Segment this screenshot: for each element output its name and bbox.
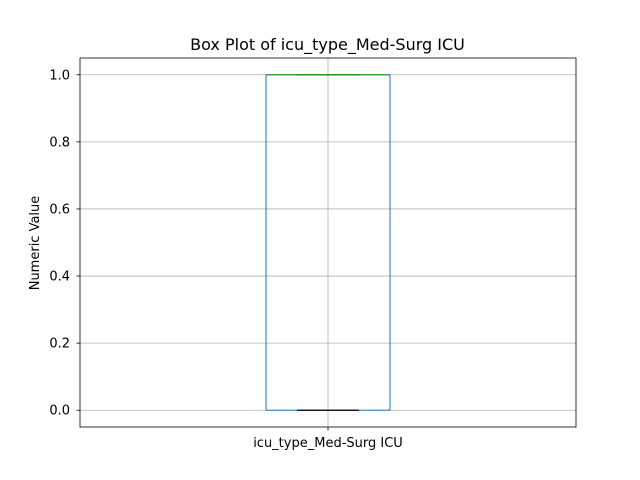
y-tick-label: 0.8 <box>49 135 70 150</box>
y-tick-label: 0.6 <box>49 202 70 217</box>
x-tick-label: icu_type_Med-Surg ICU <box>253 436 403 451</box>
y-tick-label: 1.0 <box>49 68 70 83</box>
chart-title: Box Plot of icu_type_Med-Surg ICU <box>190 35 465 55</box>
y-tick-label: 0.0 <box>49 404 70 419</box>
y-axis-label: Numeric Value <box>28 196 43 291</box>
y-tick-label: 0.4 <box>49 270 70 285</box>
plot-area: 0.0 0.2 0.4 0.6 0.8 1.0 icu_type_Med-Surg ICU <box>49 57 577 451</box>
y-tick-label: 0.2 <box>49 337 70 352</box>
